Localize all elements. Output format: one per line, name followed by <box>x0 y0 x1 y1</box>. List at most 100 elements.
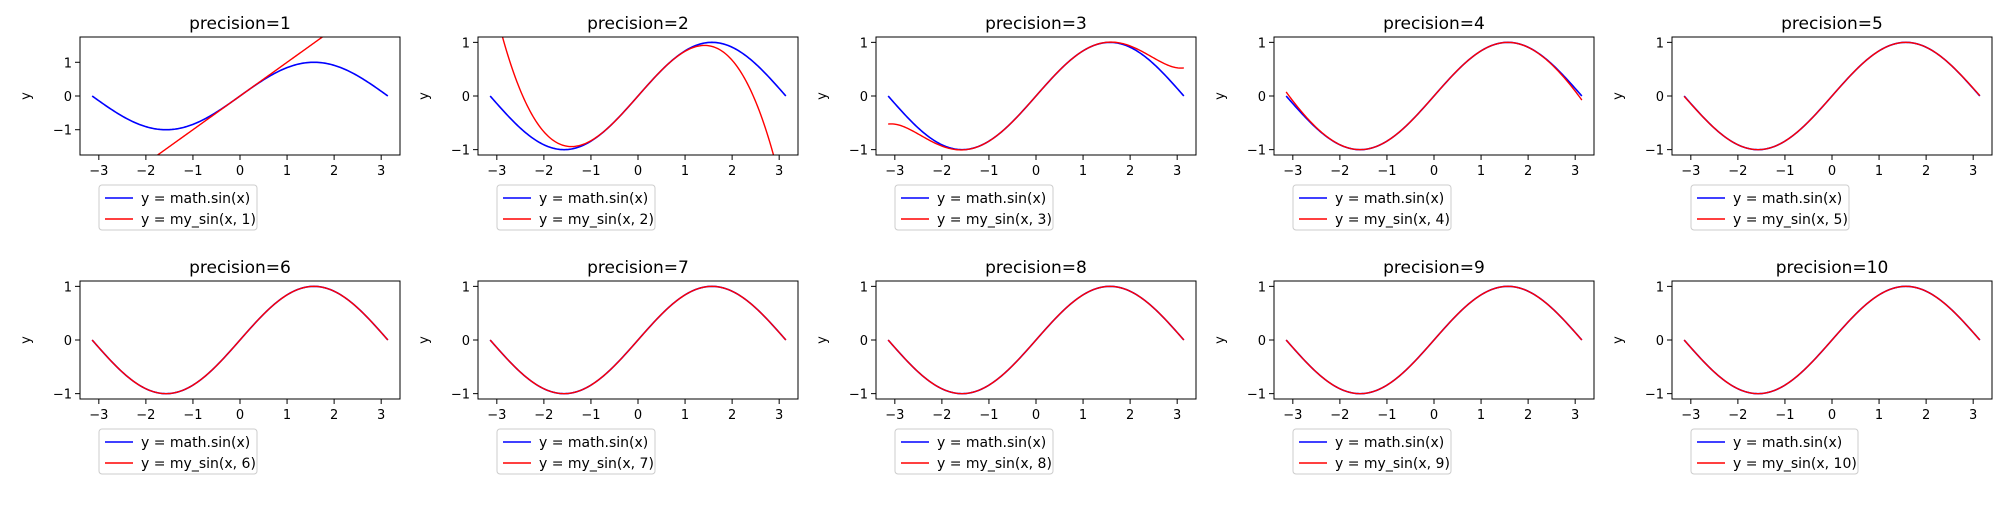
y-tick-label: −1 <box>451 388 470 403</box>
my-sin-curve <box>501 37 775 155</box>
y-axis-label: y <box>1213 92 1228 100</box>
subplot: precision=6 −3 −2 −1 0 1 2 3 −1 0 1 y y = math.sin(x… <box>19 258 401 475</box>
y-tick-label: −1 <box>1645 388 1664 403</box>
x-tick-label: 1 <box>1079 164 1087 179</box>
x-tick-label: −1 <box>581 164 600 179</box>
legend-box <box>894 428 1054 475</box>
my-sin-curve <box>1285 285 1583 395</box>
my-sin-curve <box>1285 41 1583 151</box>
panel-title: precision=4 <box>1383 14 1485 34</box>
legend-label: y = my_sin(x, 8) <box>937 456 1052 472</box>
x-tick-label: 0 <box>1430 164 1438 179</box>
x-tick-label: 0 <box>634 408 642 423</box>
x-tick-label: −2 <box>136 164 155 179</box>
y-tick-label: 1 <box>462 280 470 295</box>
legend-label: y = my_sin(x, 6) <box>141 456 256 472</box>
y-tick-label: 0 <box>1656 90 1664 105</box>
legend-label: y = my_sin(x, 5) <box>1733 212 1848 228</box>
x-tick-label: 1 <box>283 164 291 179</box>
subplot: precision=9 −3 −2 −1 0 1 2 3 −1 0 1 y y = math.sin(x… <box>1213 258 1595 475</box>
legend-label: y = math.sin(x) <box>1335 191 1444 207</box>
y-tick-label: −1 <box>1645 144 1664 159</box>
y-tick-label: 0 <box>860 334 868 349</box>
x-tick-label: −2 <box>932 164 951 179</box>
x-tick-label: −2 <box>932 408 951 423</box>
x-tick-label: 2 <box>330 408 338 423</box>
legend-label: y = math.sin(x) <box>1733 435 1842 451</box>
panel-title: precision=2 <box>587 14 689 34</box>
x-tick-label: 3 <box>377 408 385 423</box>
x-tick-label: 0 <box>1032 164 1040 179</box>
x-tick-label: −3 <box>487 408 506 423</box>
legend-label: y = math.sin(x) <box>141 435 250 451</box>
legend-box <box>496 428 656 475</box>
my-sin-curve <box>91 285 389 395</box>
subplot: precision=4 −3 −2 −1 0 1 2 3 −1 0 1 y y = math.sin(x… <box>1213 14 1595 231</box>
x-tick-label: −2 <box>1330 164 1349 179</box>
x-tick-label: 0 <box>1032 408 1040 423</box>
legend-box <box>894 184 1054 231</box>
panel-title: precision=9 <box>1383 258 1485 278</box>
y-axis-label: y <box>1611 92 1626 100</box>
x-tick-label: 1 <box>1875 408 1883 423</box>
y-tick-label: −1 <box>849 388 868 403</box>
x-tick-label: −1 <box>979 408 998 423</box>
y-tick-label: 0 <box>64 334 72 349</box>
y-axis-label: y <box>417 336 432 344</box>
y-axis-label: y <box>19 336 34 344</box>
x-tick-label: 1 <box>1477 408 1485 423</box>
x-tick-label: 0 <box>634 164 642 179</box>
x-tick-label: −1 <box>183 408 202 423</box>
y-tick-label: −1 <box>849 144 868 159</box>
y-axis-label: y <box>19 92 34 100</box>
panel-title: precision=1 <box>189 14 291 34</box>
y-tick-label: 1 <box>860 36 868 51</box>
x-tick-label: 3 <box>1969 408 1977 423</box>
subplot: precision=1 −3 −2 −1 0 1 2 3 −1 0 1 y y = math.sin(x… <box>19 14 401 231</box>
legend-box <box>1690 184 1850 231</box>
legend-box <box>1292 184 1452 231</box>
legend-label: y = my_sin(x, 9) <box>1335 456 1450 472</box>
legend-label: y = my_sin(x, 2) <box>539 212 654 228</box>
subplot: precision=5 −3 −2 −1 0 1 2 3 −1 0 1 y y = math.sin(x… <box>1611 14 1993 231</box>
x-tick-label: −3 <box>89 164 108 179</box>
x-tick-label: 3 <box>775 408 783 423</box>
x-tick-label: −2 <box>136 408 155 423</box>
x-tick-label: −1 <box>979 164 998 179</box>
x-tick-label: 2 <box>728 408 736 423</box>
panel-title: precision=3 <box>985 14 1087 34</box>
y-tick-label: 1 <box>1656 36 1664 51</box>
y-axis-label: y <box>417 92 432 100</box>
x-tick-label: 1 <box>681 408 689 423</box>
panel-title: precision=8 <box>985 258 1087 278</box>
my-sin-curve <box>1683 285 1981 395</box>
x-tick-label: −3 <box>885 408 904 423</box>
subplot: precision=10 −3 −2 −1 0 1 2 3 −1 0 1 y y = math.sin(… <box>1611 258 1993 475</box>
x-tick-label: 0 <box>1828 408 1836 423</box>
y-tick-label: 1 <box>1656 280 1664 295</box>
y-axis-label: y <box>815 92 830 100</box>
legend-label: y = math.sin(x) <box>141 191 250 207</box>
subplot: precision=8 −3 −2 −1 0 1 2 3 −1 0 1 y y = math.sin(x… <box>815 258 1197 475</box>
panel-title: precision=6 <box>189 258 291 278</box>
my-sin-curve <box>156 37 324 155</box>
legend-label: y = math.sin(x) <box>937 191 1046 207</box>
my-sin-curve <box>1683 41 1981 151</box>
x-tick-label: −1 <box>1775 164 1794 179</box>
x-tick-label: −2 <box>1330 408 1349 423</box>
x-tick-label: 3 <box>1173 408 1181 423</box>
y-tick-label: 1 <box>1258 36 1266 51</box>
y-tick-label: 1 <box>64 280 72 295</box>
y-tick-label: 1 <box>462 36 470 51</box>
x-tick-label: 3 <box>1969 164 1977 179</box>
subplot: precision=3 −3 −2 −1 0 1 2 3 −1 0 1 y y = math.sin(x… <box>815 14 1197 231</box>
x-tick-label: −3 <box>885 164 904 179</box>
legend-label: y = my_sin(x, 3) <box>937 212 1052 228</box>
legend-label: y = math.sin(x) <box>1335 435 1444 451</box>
y-tick-label: −1 <box>53 124 72 139</box>
x-tick-label: −3 <box>1283 408 1302 423</box>
x-tick-label: 1 <box>681 164 689 179</box>
x-tick-label: −1 <box>1377 408 1396 423</box>
x-tick-label: 2 <box>1524 164 1532 179</box>
legend-label: y = math.sin(x) <box>937 435 1046 451</box>
